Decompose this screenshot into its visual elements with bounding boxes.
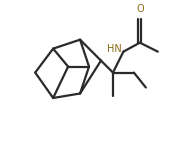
Text: HN: HN [107, 44, 121, 54]
Text: O: O [136, 3, 144, 14]
